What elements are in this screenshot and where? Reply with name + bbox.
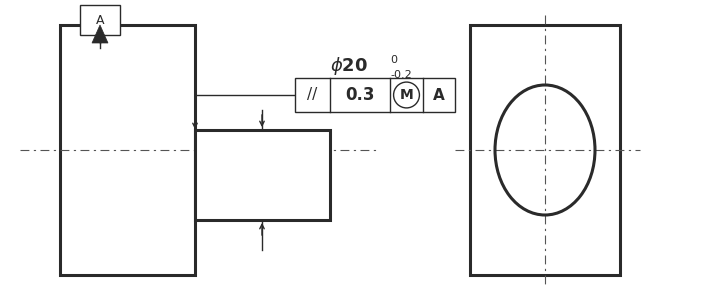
Text: A: A [433, 88, 445, 103]
Text: 0: 0 [390, 55, 397, 65]
Text: -0.2: -0.2 [390, 70, 412, 80]
Bar [80, 5, 120, 35]
Polygon shape [92, 25, 108, 43]
Text: $\phi$20: $\phi$20 [330, 55, 368, 77]
Text: A: A [96, 14, 104, 26]
Text: M: M [400, 88, 413, 102]
Bar [470, 25, 620, 275]
Bar [60, 25, 195, 275]
Text: 0.3: 0.3 [346, 86, 374, 104]
Bar [195, 130, 330, 220]
Text: //: // [307, 88, 318, 103]
Bar [295, 78, 455, 112]
